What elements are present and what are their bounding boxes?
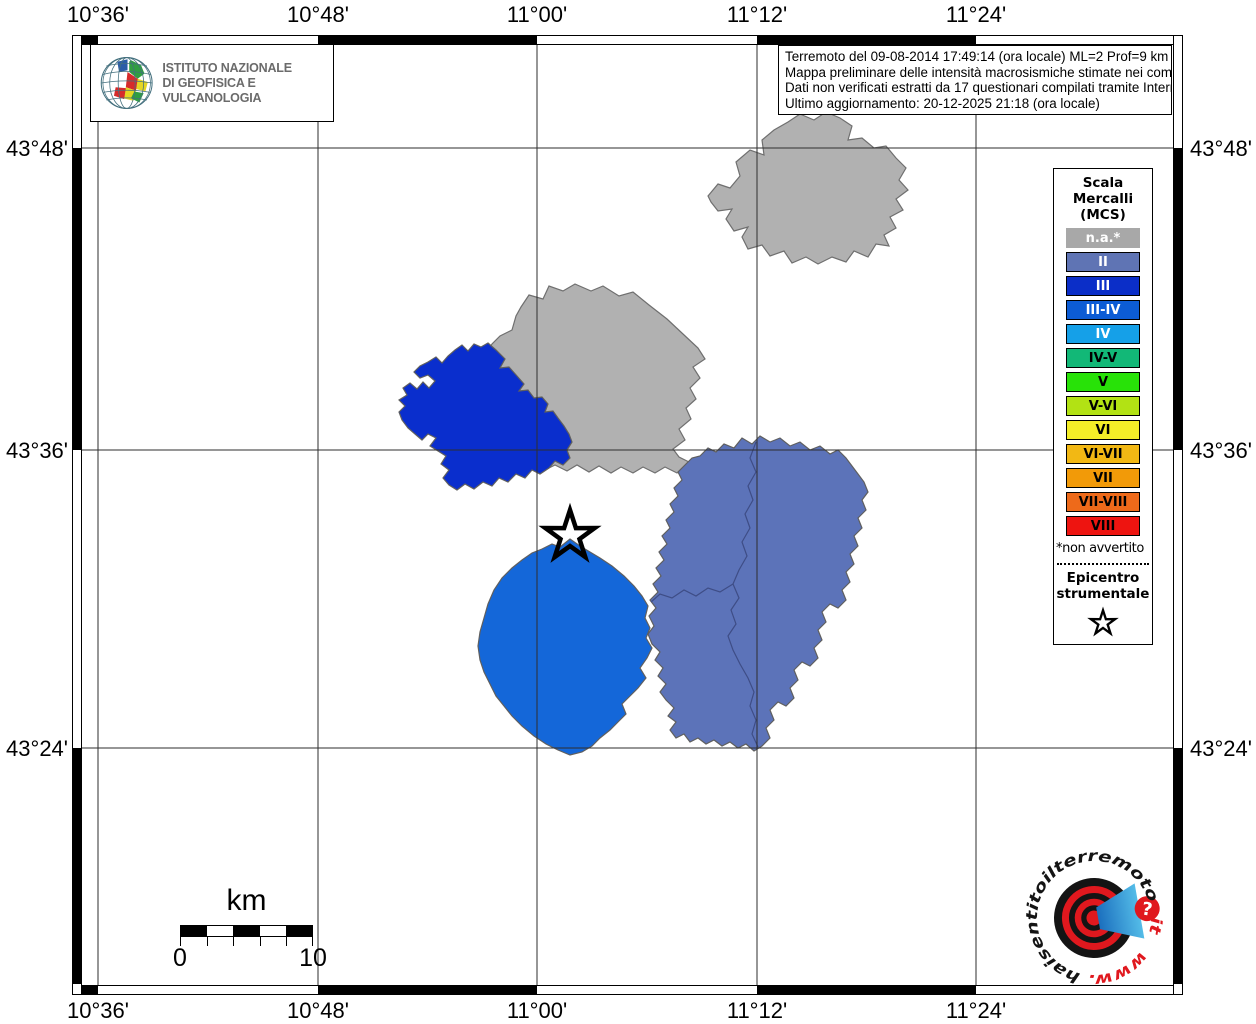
legend-swatch-iii-iv: III-IV: [1066, 300, 1140, 320]
question-badge: [1134, 896, 1160, 922]
axis-label-top-lon: 10°36': [67, 2, 129, 27]
legend-box: Scala Mercalli (MCS) n.a.* II III III-IV…: [1053, 168, 1153, 645]
earthquake-info-box: Terremoto del 09-08-2014 17:49:14 (ora l…: [778, 45, 1172, 116]
scalebar-start-label: 0: [173, 944, 187, 972]
ingv-logo-text: ISTITUTO NAZIONALE DI GEOFISICA E VULCAN…: [162, 61, 333, 106]
legend-swatch-vi-vii: VI-VII: [1066, 444, 1140, 464]
legend-swatches: n.a.* II III III-IV IV IV-V V V-VI VI VI…: [1054, 228, 1152, 536]
info-line-maptype: Mappa preliminare delle intensità macros…: [785, 64, 1172, 80]
region-na-north: [707, 111, 909, 265]
legend-epicenter-label: Epicentro strumentale: [1054, 570, 1152, 602]
axis-label-top-lon: 11°24': [945, 2, 1007, 27]
region-ii-internal-border: [727, 441, 759, 748]
region-iii-west: [398, 342, 573, 491]
axis-label-bottom-lon: 11°24': [945, 998, 1007, 1023]
legend-epicenter-line: Epicentro: [1066, 570, 1140, 586]
legend-swatch-v: V: [1066, 372, 1140, 392]
legend-swatch-iii: III: [1066, 276, 1140, 296]
scalebar-tick: [312, 937, 313, 946]
legend-title-line: (MCS): [1080, 207, 1126, 223]
epicenter-star: [538, 502, 602, 563]
region-ii-east: [647, 435, 869, 752]
info-line-event: Terremoto del 09-08-2014 17:49:14 (ora l…: [785, 49, 1169, 64]
scalebar-unit-label: km: [226, 884, 267, 917]
megaphone-cone-icon: [1096, 883, 1145, 939]
axis-label-bottom-lon: 11°00': [506, 998, 568, 1023]
scalebar-tick: [180, 937, 181, 946]
axis-label-top-lon: 11°12': [726, 2, 788, 27]
axis-label-top-lon: 10°48': [287, 2, 349, 27]
haisentito-logo: ? www. haisentitoilterremoto .it: [1022, 846, 1172, 994]
frame-right: [1173, 35, 1183, 995]
graticule: [82, 45, 1173, 985]
region-iii-iv-south: [477, 538, 653, 756]
ingv-name-line1: ISTITUTO NAZIONALE: [162, 60, 292, 75]
legend-title-line: Scala: [1082, 175, 1124, 191]
legend-swatch-na: n.a.*: [1066, 228, 1140, 248]
legend-footnote: *non avvertito: [1056, 541, 1144, 556]
scalebar: [180, 925, 313, 937]
frame-left: [72, 35, 82, 995]
ingv-globe-icon: [100, 57, 153, 109]
axis-label-left-lat: 43°36': [6, 438, 68, 463]
legend-swatch-iv: IV: [1066, 324, 1140, 344]
legend-title: Scala Mercalli (MCS): [1054, 175, 1152, 223]
scalebar-tick: [260, 937, 261, 946]
legend-swatch-v-vi: V-VI: [1066, 396, 1140, 416]
info-line-source: Dati non verificati estratti da 17 quest…: [785, 80, 1172, 96]
ingv-name-line2: DI GEOFISICA E VULCANOLOGIA: [162, 75, 262, 105]
axis-label-bottom-lon: 10°36': [67, 998, 129, 1023]
axis-label-top-lon: 11°00': [506, 2, 568, 27]
scalebar-tick: [233, 937, 234, 946]
axis-label-left-lat: 43°48': [6, 136, 68, 161]
haisentito-logo-group: ? www. haisentitoilterremoto .it: [1022, 846, 1172, 994]
axis-label-right-lat: 43°36': [1190, 438, 1252, 463]
legend-divider: [1057, 563, 1149, 565]
legend-star-icon: [1087, 606, 1119, 637]
scalebar-tick: [286, 937, 287, 946]
legend-title-line: Mercalli: [1072, 191, 1134, 207]
frame-bottom: [72, 985, 1183, 995]
info-line-update: Ultimo aggiornamento: 20-12-2025 21:18 (…: [785, 95, 1100, 111]
axis-label-right-lat: 43°48': [1190, 136, 1252, 161]
scalebar-end-label: 10: [299, 944, 327, 972]
question-mark-label: ?: [1140, 898, 1153, 920]
legend-swatch-ii: II: [1066, 252, 1140, 272]
legend-swatch-vii: VII: [1066, 468, 1140, 488]
legend-swatch-iv-v: IV-V: [1066, 348, 1140, 368]
scalebar-tick: [207, 937, 208, 946]
axis-label-bottom-lon: 11°12': [726, 998, 788, 1023]
axis-label-right-lat: 43°24': [1190, 736, 1252, 761]
ingv-logo-box: ISTITUTO NAZIONALE DI GEOFISICA E VULCAN…: [90, 44, 334, 122]
legend-epicenter-line: strumentale: [1056, 586, 1150, 602]
axis-label-left-lat: 43°24': [6, 736, 68, 761]
legend-swatch-vii-viii: VII-VIII: [1066, 492, 1140, 512]
legend-swatch-vi: VI: [1066, 420, 1140, 440]
legend-swatch-viii: VIII: [1066, 516, 1140, 536]
axis-label-bottom-lon: 10°48': [287, 998, 349, 1023]
region-ii-internal-border: [650, 583, 734, 603]
